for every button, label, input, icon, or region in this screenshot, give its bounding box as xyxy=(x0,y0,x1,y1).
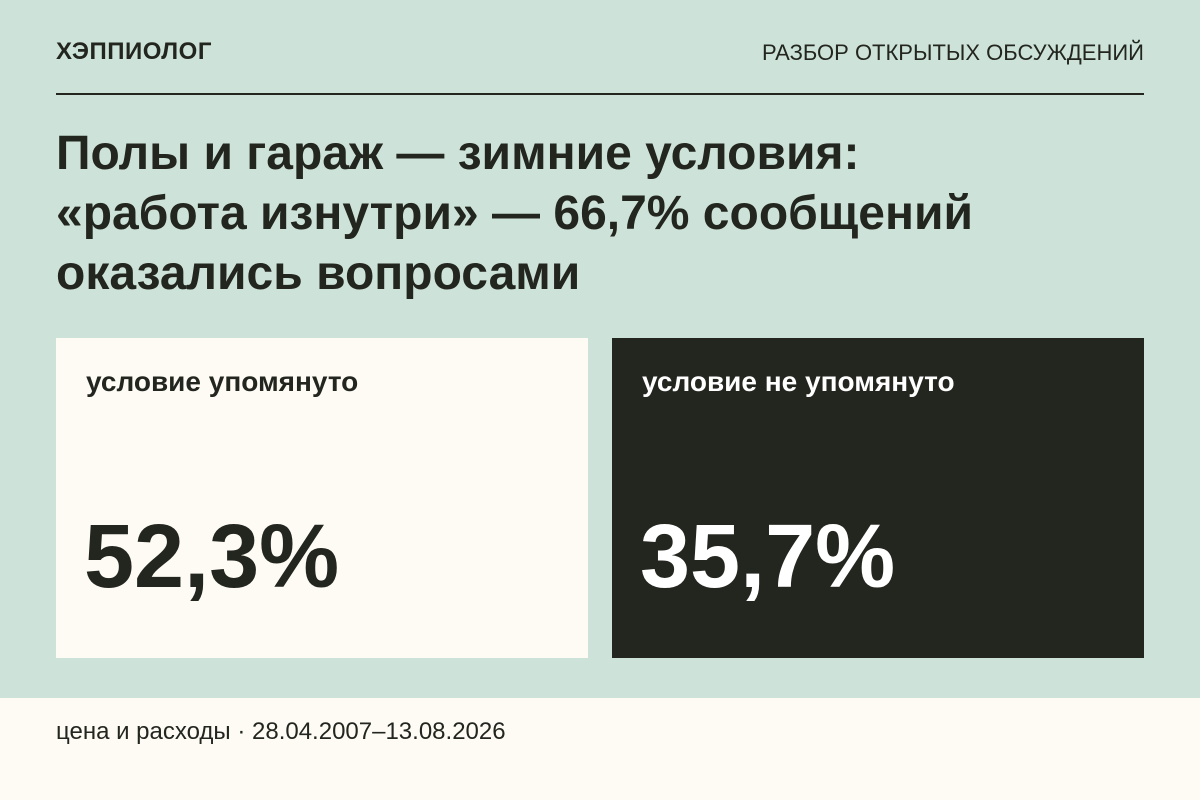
stat-card: условие не упомянуто 35,7% xyxy=(612,338,1144,658)
divider xyxy=(56,93,1144,95)
title-line: «работа изнутри» — 66,7% сообщений xyxy=(56,187,973,240)
title-line: Полы и гараж — зимние условия: xyxy=(56,127,860,180)
title: Полы и гараж — зимние условия: «работа и… xyxy=(56,124,973,304)
brand: ХЭППИОЛОГ xyxy=(56,38,212,65)
footer-text: цена и расходы · 28.04.2007–13.08.2026 xyxy=(56,718,506,745)
footer: цена и расходы · 28.04.2007–13.08.2026 xyxy=(0,698,1200,800)
title-line: оказались вопросами xyxy=(56,247,581,300)
card-label: условие не упомянуто xyxy=(642,366,955,397)
stat-card: условие упомянуто 52,3% xyxy=(56,338,588,658)
section-label: РАЗБОР ОТКРЫТЫХ ОБСУЖДЕНИЙ xyxy=(761,40,1144,65)
card-value: 35,7% xyxy=(640,507,896,607)
card-value: 52,3% xyxy=(84,507,340,607)
card-label: условие упомянуто xyxy=(86,366,359,397)
